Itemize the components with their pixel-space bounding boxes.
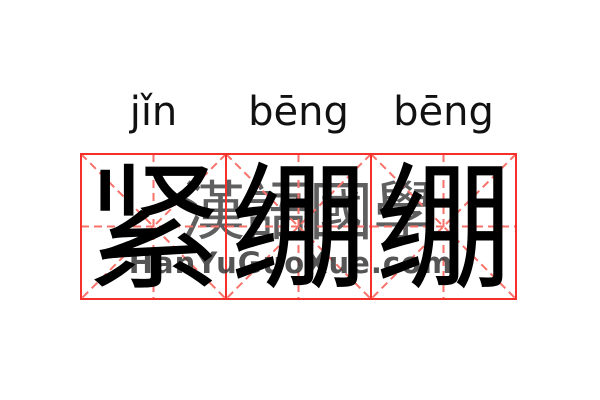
pinyin-syllable-3: bēng	[393, 89, 494, 135]
watermark-site-text: HanYuGuoXue.com	[128, 246, 454, 280]
grid-outer-border	[80, 153, 517, 300]
pinyin-syllable-2: bēng	[248, 89, 349, 135]
pinyin-syllable-1: jǐn	[129, 89, 178, 135]
hanzi-character-1: 紧	[84, 149, 224, 310]
grid-cell-guides-3	[370, 153, 517, 300]
hanzi-character-2: 绷	[229, 149, 369, 310]
guide-diagonal-up	[225, 153, 372, 300]
grid-cell-guides-2	[225, 153, 372, 300]
hanzi-character-3: 绷	[374, 149, 514, 310]
guide-diagonal-down	[225, 153, 372, 300]
guide-diagonal-down	[370, 153, 517, 300]
guide-diagonal-up	[370, 153, 517, 300]
practice-grid	[80, 153, 517, 300]
grid-cell-guides-1	[80, 153, 227, 300]
guide-diagonal-up	[80, 153, 227, 300]
guide-diagonal-down	[80, 153, 227, 300]
